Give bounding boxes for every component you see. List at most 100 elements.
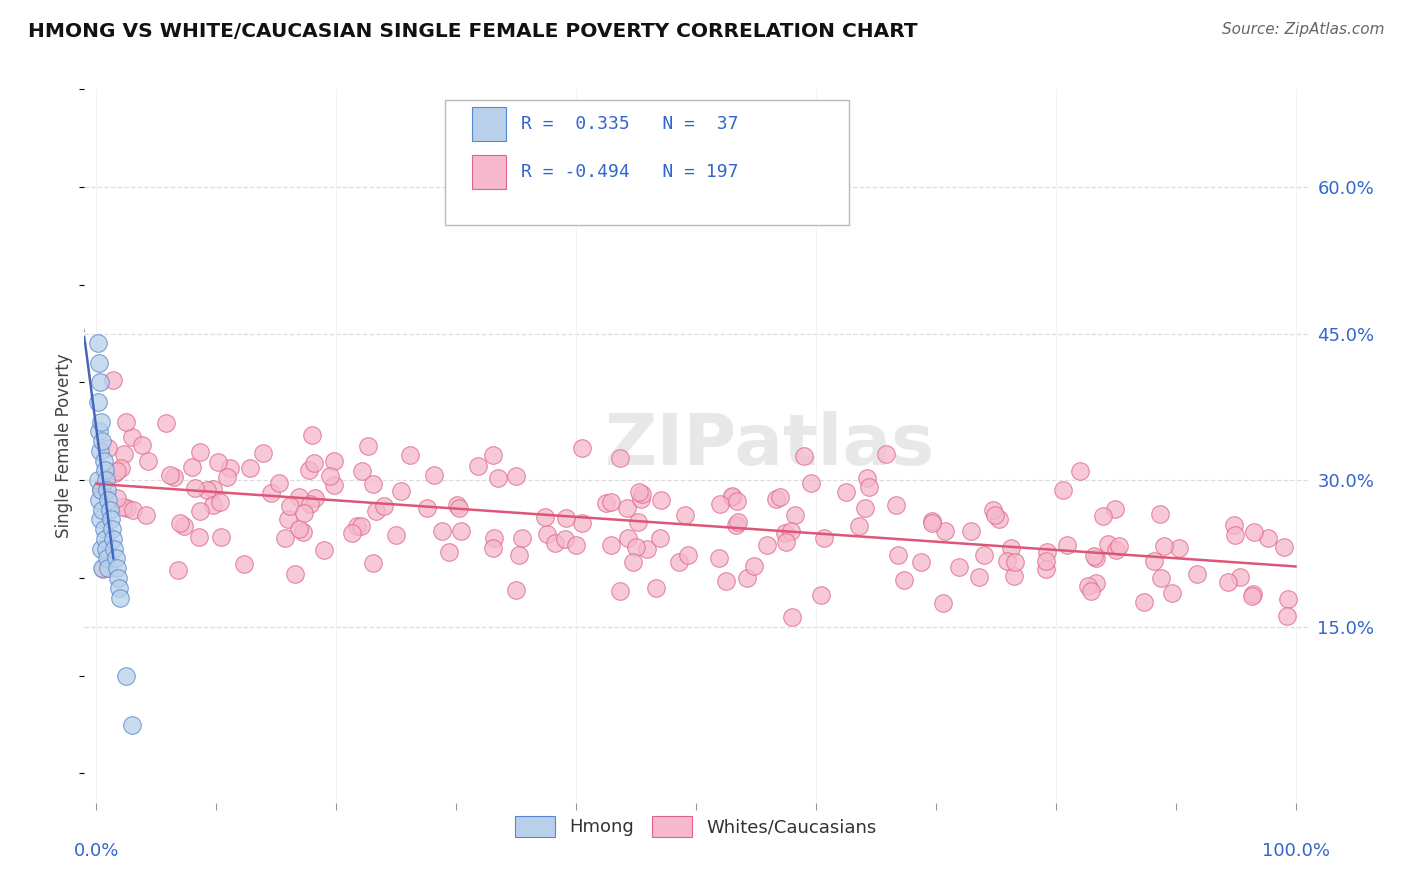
Point [350,464,373,478]
Point [724,517,747,532]
Point [232,558,254,572]
Point [1150,571,1173,585]
Point [301,428,323,442]
Point [439,545,461,559]
Point [340,526,363,541]
Point [312,542,335,557]
Point [1223,517,1246,532]
Point [93,463,117,477]
Point [100,512,122,526]
Point [107,463,129,477]
Point [93,522,115,536]
Point [86,395,108,409]
Point [373,500,395,514]
Point [96,483,118,497]
Point [101,532,124,546]
Point [981,503,1004,517]
Point [446,498,468,512]
Point [284,566,307,581]
Point [1277,591,1299,606]
Point [115,415,138,429]
Point [87,492,110,507]
Point [1167,541,1189,556]
Point [1084,576,1107,591]
Point [486,471,509,485]
Point [755,538,778,552]
Point [617,531,640,545]
Y-axis label: Single Female Poverty: Single Female Poverty [55,354,73,538]
Point [595,495,617,509]
Point [252,446,274,460]
Point [105,491,128,505]
Point [188,445,211,459]
Point [765,492,787,507]
Point [856,471,879,485]
Point [1002,568,1025,582]
Point [1272,540,1295,554]
Point [1035,562,1057,576]
Point [1035,554,1057,568]
Point [98,502,121,516]
Point [131,438,153,452]
Point [90,415,112,429]
Point [135,508,157,523]
Point [1143,554,1166,568]
Point [430,524,453,538]
Point [163,470,186,484]
Point [779,524,801,538]
Point [450,524,472,539]
Point [1277,608,1299,623]
Point [1160,586,1182,600]
Point [810,588,832,602]
Point [91,561,114,575]
Point [948,560,970,574]
Point [398,448,420,462]
Point [725,494,748,508]
Point [533,510,555,524]
Point [848,519,870,533]
Point [554,533,576,547]
Point [1035,545,1057,559]
Point [609,584,631,599]
Point [984,508,1007,523]
Point [91,502,114,516]
Point [714,574,737,588]
Point [609,450,631,465]
Point [89,512,111,526]
Point [103,373,125,387]
Point [202,483,225,497]
Point [184,481,207,495]
Point [1240,590,1263,604]
Point [122,502,145,516]
Point [155,417,177,431]
Point [813,531,835,545]
Point [783,508,806,522]
Point [207,455,229,469]
Point [742,559,765,574]
Text: ZIPatlas: ZIPatlas [605,411,935,481]
Point [1133,595,1156,609]
Point [721,489,744,503]
Point [875,447,897,461]
Point [97,492,120,507]
Point [111,500,134,515]
Point [668,555,690,569]
Legend: Hmong, Whites/Caucasians: Hmong, Whites/Caucasians [508,808,884,844]
Point [893,573,915,587]
Point [636,541,658,556]
Point [389,483,412,498]
Bar [472,155,506,189]
Point [768,491,790,505]
Point [121,430,143,444]
Point [932,595,955,609]
Point [112,446,135,460]
Point [921,516,943,530]
Point [630,492,652,507]
Point [1085,551,1108,566]
Point [644,581,666,595]
Point [107,571,129,585]
Point [628,484,651,499]
Text: 0.0%: 0.0% [73,842,120,860]
Point [599,538,621,552]
Point [1104,502,1126,516]
